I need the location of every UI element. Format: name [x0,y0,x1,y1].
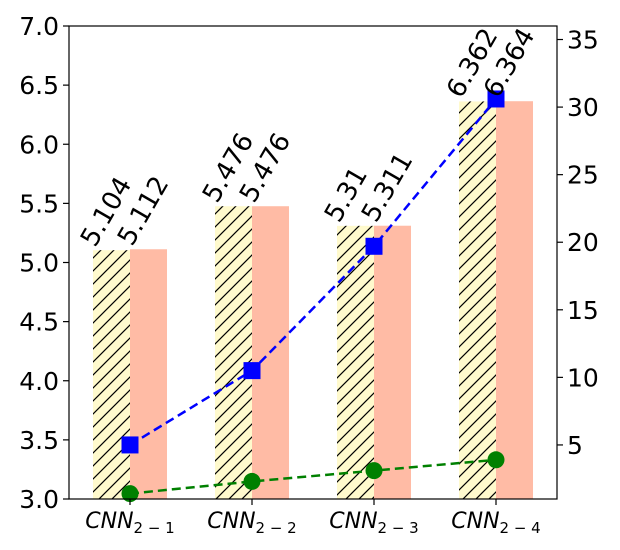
x-category-label-3: CNN2 − 3 [329,509,418,537]
y-left-tick-label-4: 5.0 [19,249,59,278]
y-right-tick-label-3: 20 [567,228,599,257]
y-left-tick-label-8: 7.0 [19,12,59,41]
y-left-tick-label-7: 6.5 [19,71,59,100]
line1-marker-c4 [487,90,505,108]
x-category-label-4: CNN2 − 4 [451,509,540,537]
line2-marker-c1 [121,485,139,503]
bar-s2-c3 [374,225,411,499]
y-left-tick-label-2: 4.0 [19,367,59,396]
y-right-tick-label-2: 15 [567,296,599,325]
y-left-tick-label-1: 3.5 [19,426,59,455]
line2-marker-c2 [243,472,261,490]
line1-marker-c2 [243,362,261,380]
y-right-tick-label-6: 35 [567,26,599,55]
y-left-tick-label-0: 3.0 [19,485,59,514]
y-right-tick-label-0: 5 [567,431,583,460]
y-left-tick-label-5: 5.5 [19,189,59,218]
line-series-2 [129,458,497,495]
line1-marker-c1 [121,436,139,454]
bar-s2-c1 [130,249,167,499]
y-right-tick-label-5: 30 [567,93,599,122]
line2-marker-c3 [365,462,383,480]
y-left-tick-label-6: 6.0 [19,130,59,159]
bar-s2-c4 [496,101,533,499]
line1-marker-c3 [365,237,383,255]
bar-s1-c2 [215,206,252,499]
line-series-1 [129,98,497,447]
bar-s1-c4 [459,101,496,500]
y-right-tick-label-1: 10 [567,363,599,392]
bar-s1-c1 [93,250,130,499]
line2-marker-c4 [487,451,505,469]
x-category-label-1: CNN2 − 1 [85,509,174,537]
bar-s1-c3 [337,225,374,499]
x-category-label-2: CNN2 − 2 [207,509,296,537]
y-left-tick-label-3: 4.5 [19,308,59,337]
y-right-tick-label-4: 25 [567,161,599,190]
